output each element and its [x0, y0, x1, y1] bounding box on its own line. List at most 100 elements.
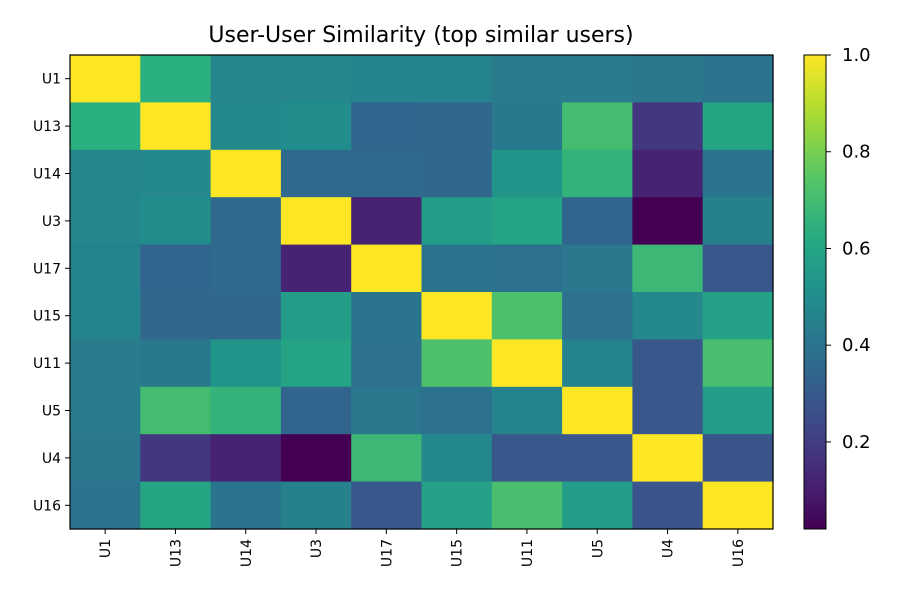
heatmap-cell-U11-U13	[140, 339, 212, 388]
x-tick-label: U16	[731, 539, 747, 567]
heatmap-cell-U4-U11	[491, 434, 563, 483]
heatmap-cell-U15-U11	[491, 292, 563, 340]
heatmap-cell-U3-U13	[140, 197, 212, 246]
y-tick-label: U1	[42, 72, 61, 88]
heatmap-cell-U5-U16	[702, 386, 774, 435]
heatmap-cell-U13-U14	[210, 102, 282, 151]
heatmap-cell-U3-U5	[562, 197, 633, 246]
heatmap-cell-U11-U4	[632, 339, 704, 388]
heatmap-cell-U3-U11	[491, 197, 563, 246]
x-tick-label: U5	[590, 539, 606, 558]
x-tick-label: U17	[379, 539, 395, 567]
y-tick-label: U11	[33, 356, 61, 372]
heatmap-cell-U16-U3	[280, 481, 352, 530]
heatmap-cell-U5-U3	[280, 386, 352, 435]
heatmap-cell-U14-U15	[421, 149, 493, 198]
colorbar-tick-label: 1.0	[842, 45, 871, 66]
x-tick-label: U13	[168, 539, 184, 567]
heatmap-cell-U17-U17	[351, 244, 423, 293]
y-tick-label: U5	[42, 404, 61, 420]
heatmap-cell-U13-U17	[351, 102, 423, 151]
heatmap-cell-U14-U16	[702, 149, 774, 198]
x-tick-label: U3	[309, 539, 325, 558]
colorbar-tick-label: 0.2	[842, 432, 871, 453]
x-tick-label: U1	[98, 539, 114, 558]
heatmap-cell-U16-U15	[421, 481, 493, 530]
y-tick-label: U16	[33, 498, 61, 514]
y-tick-label: U17	[33, 261, 61, 277]
heatmap-cell-U11-U5	[562, 339, 633, 388]
heatmap-cell-U11-U15	[421, 339, 493, 388]
heatmap-cell-U16-U14	[210, 481, 282, 530]
heatmap-cell-U5-U1	[70, 386, 141, 435]
x-tick-label: U11	[520, 539, 536, 567]
y-tick-label: U15	[33, 309, 61, 325]
heatmap-cell-U14-U5	[562, 149, 633, 198]
heatmap-cell-U14-U13	[140, 149, 212, 198]
heatmap-cell-U3-U3	[280, 197, 352, 246]
heatmap-cell-U16-U17	[351, 481, 423, 530]
colorbar-tick-label: 0.4	[842, 335, 871, 356]
heatmap-cell-U5-U11	[491, 386, 563, 435]
heatmap-cell-U15-U15	[421, 292, 493, 340]
heatmap-cell-U15-U14	[210, 292, 282, 340]
heatmap-cell-U17-U11	[491, 244, 563, 293]
heatmap-cell-U13-U4	[632, 102, 704, 151]
heatmap-cell-U11-U17	[351, 339, 423, 388]
heatmap-cell-U14-U3	[280, 149, 352, 198]
heatmap-cell-U1-U4	[632, 55, 704, 103]
heatmap-cell-U14-U14	[210, 149, 282, 198]
heatmap-cell-U1-U1	[70, 55, 141, 103]
heatmap-cell-U3-U1	[70, 197, 141, 246]
heatmap-cell-U14-U4	[632, 149, 704, 198]
x-tick-label: U15	[450, 539, 466, 567]
heatmap-cell-U13-U13	[140, 102, 212, 151]
heatmap-cells	[70, 55, 774, 530]
heatmap-cell-U17-U14	[210, 244, 282, 293]
heatmap-cell-U14-U17	[351, 149, 423, 198]
heatmap-cell-U5-U4	[632, 386, 704, 435]
heatmap-cell-U4-U5	[562, 434, 633, 483]
heatmap-cell-U1-U17	[351, 55, 423, 103]
heatmap-cell-U11-U3	[280, 339, 352, 388]
x-tick-label: U14	[239, 539, 255, 567]
heatmap-cell-U4-U3	[280, 434, 352, 483]
heatmap-cell-U4-U15	[421, 434, 493, 483]
heatmap-cell-U3-U4	[632, 197, 704, 246]
heatmap-cell-U1-U5	[562, 55, 633, 103]
heatmap-cell-U11-U1	[70, 339, 141, 388]
heatmap-cell-U4-U13	[140, 434, 212, 483]
y-tick-label: U13	[33, 119, 61, 135]
x-tick-label: U4	[661, 539, 677, 558]
heatmap-cell-U4-U16	[702, 434, 774, 483]
colorbar-ticks: 0.2 0.4 0.6 0.8 1.0	[826, 45, 871, 453]
heatmap-cell-U13-U16	[702, 102, 774, 151]
heatmap-cell-U5-U14	[210, 386, 282, 435]
heatmap-cell-U3-U15	[421, 197, 493, 246]
heatmap-cell-U16-U13	[140, 481, 212, 530]
heatmap-cell-U16-U1	[70, 481, 141, 530]
heatmap-cell-U3-U17	[351, 197, 423, 246]
heatmap-cell-U14-U11	[491, 149, 563, 198]
heatmap-cell-U15-U3	[280, 292, 352, 340]
heatmap-cell-U16-U16	[702, 481, 774, 530]
heatmap-cell-U15-U4	[632, 292, 704, 340]
heatmap-cell-U5-U13	[140, 386, 212, 435]
heatmap-cell-U1-U14	[210, 55, 282, 103]
colorbar-tick-label: 0.6	[842, 238, 871, 259]
heatmap-cell-U1-U11	[491, 55, 563, 103]
heatmap-cell-U1-U3	[280, 55, 352, 103]
heatmap-cell-U15-U16	[702, 292, 774, 340]
y-axis-ticks: U1 U13 U14 U3 U17 U15 U11 U5 U4 U16	[33, 72, 70, 514]
heatmap-cell-U13-U3	[280, 102, 352, 151]
heatmap-cell-U15-U1	[70, 292, 141, 340]
colorbar	[803, 54, 827, 530]
chart-title: User-User Similarity (top similar users)	[208, 23, 633, 48]
heatmap-cell-U15-U17	[351, 292, 423, 340]
heatmap-cell-U17-U15	[421, 244, 493, 293]
heatmap-cell-U11-U14	[210, 339, 282, 388]
heatmap-cell-U17-U13	[140, 244, 212, 293]
heatmap-cell-U16-U5	[562, 481, 633, 530]
